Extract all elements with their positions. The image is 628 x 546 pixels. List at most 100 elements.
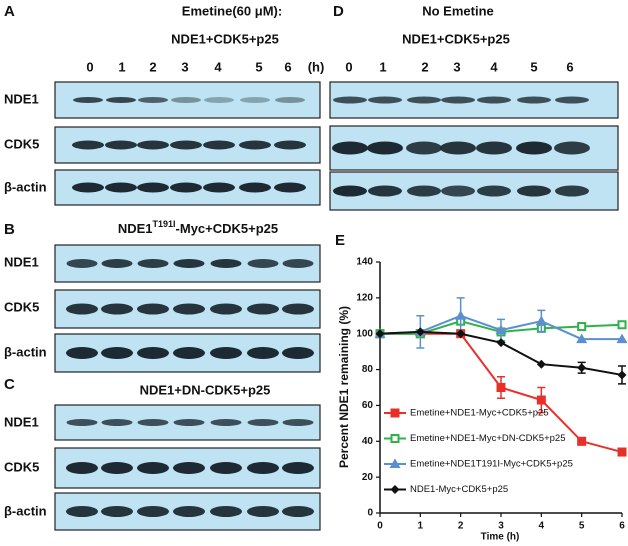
band <box>368 96 402 104</box>
band <box>137 462 169 474</box>
band <box>332 141 368 155</box>
band <box>239 140 271 150</box>
band <box>106 97 136 103</box>
y-tick-label: 140 <box>356 257 373 268</box>
band <box>333 96 367 104</box>
marker <box>390 485 400 494</box>
band <box>101 419 133 426</box>
lane-label: 0 <box>345 59 352 74</box>
band <box>407 185 441 197</box>
lane-label: 2 <box>421 59 428 74</box>
band <box>137 140 169 150</box>
panel-label: D <box>333 3 344 20</box>
band <box>282 347 314 359</box>
band <box>203 182 235 193</box>
x-tick-label: 0 <box>377 521 383 532</box>
band <box>137 303 169 315</box>
band <box>210 506 242 517</box>
row-label: CDK5 <box>4 136 39 151</box>
lane-label: (h) <box>308 59 325 74</box>
band <box>210 259 242 268</box>
marker <box>616 333 628 344</box>
band <box>72 182 104 193</box>
band <box>282 419 314 426</box>
marker <box>617 320 627 330</box>
band <box>274 140 306 150</box>
band <box>247 303 279 315</box>
x-tick-label: 2 <box>458 521 464 532</box>
band <box>282 506 314 517</box>
band <box>440 141 476 155</box>
marker <box>536 359 546 369</box>
band <box>247 259 279 268</box>
marker <box>390 408 400 418</box>
row-label: β-actin <box>4 503 47 518</box>
y-tick-label: 80 <box>362 364 374 375</box>
marker <box>576 333 588 344</box>
title-part: NDE1 <box>118 221 153 236</box>
lane-label: 5 <box>255 59 262 74</box>
marker <box>577 436 587 446</box>
band <box>517 96 551 104</box>
band <box>282 259 314 268</box>
marker <box>617 447 627 457</box>
band <box>282 462 314 474</box>
band <box>101 506 133 517</box>
row-label: NDE1 <box>4 91 39 106</box>
lane-label: 4 <box>490 59 498 74</box>
band <box>210 419 242 426</box>
title-part: -Myc+CDK5+p25 <box>176 221 279 236</box>
band <box>105 182 137 193</box>
panel-title: No Emetine <box>422 3 494 18</box>
band <box>239 182 271 193</box>
band <box>173 462 205 474</box>
x-tick-label: 5 <box>579 521 585 532</box>
marker <box>495 324 507 335</box>
band <box>137 347 169 359</box>
band <box>333 185 367 197</box>
band <box>72 140 104 150</box>
band <box>170 182 202 193</box>
y-tick-label: 40 <box>362 436 374 447</box>
x-tick-label: 1 <box>418 521 424 532</box>
marker <box>456 329 466 339</box>
title-superscript: T191I <box>153 219 176 229</box>
band <box>555 96 589 104</box>
band <box>203 140 235 150</box>
band <box>137 419 169 426</box>
legend-label: Emetine+NDE1-Myc+CDK5+p25 <box>410 408 549 419</box>
band <box>101 462 133 474</box>
panel-subtitle: NDE1+CDK5+p25 <box>171 31 279 46</box>
band <box>173 506 205 517</box>
row-label: CDK5 <box>4 459 39 474</box>
lane-label: 6 <box>566 59 573 74</box>
band <box>173 303 205 315</box>
lane-label: 0 <box>86 59 93 74</box>
band <box>171 97 201 103</box>
band <box>101 303 133 315</box>
row-label: NDE1 <box>4 254 39 269</box>
band <box>101 259 133 268</box>
band <box>173 259 205 268</box>
band <box>407 96 441 104</box>
band <box>275 97 305 103</box>
band <box>476 141 512 155</box>
marker <box>455 310 467 320</box>
lane-label: 3 <box>453 59 460 74</box>
band <box>247 462 279 474</box>
band <box>210 347 242 359</box>
panel-label: B <box>4 221 15 238</box>
y-tick-label: 120 <box>356 292 373 303</box>
band <box>105 140 137 150</box>
row-label: β-actin <box>4 179 47 194</box>
band <box>137 506 169 517</box>
band <box>406 141 442 155</box>
x-axis-title: Time (h) <box>481 532 520 543</box>
band <box>170 140 202 150</box>
row-label: CDK5 <box>4 299 39 314</box>
band <box>66 259 98 268</box>
panel-subtitle: NDE1+CDK5+p25 <box>402 31 510 46</box>
legend-label: Emetine+NDE1T191I-Myc+CDK5+p25 <box>410 459 573 470</box>
row-label: β-actin <box>4 344 47 359</box>
marker <box>375 329 385 339</box>
